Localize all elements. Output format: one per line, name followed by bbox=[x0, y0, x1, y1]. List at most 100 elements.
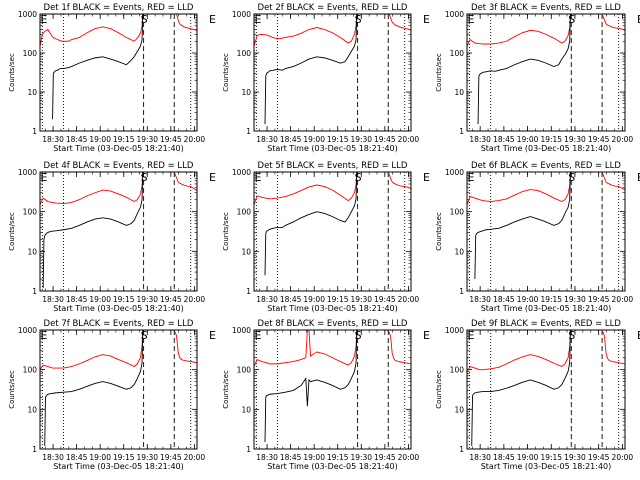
x-tick-label: 18:45 bbox=[66, 135, 88, 144]
marker-label: E bbox=[41, 171, 48, 184]
y-tick-label: 1 bbox=[459, 287, 464, 296]
x-tick-label: 18:45 bbox=[493, 135, 515, 144]
y-tick-label: 10 bbox=[454, 88, 464, 97]
plot-frame bbox=[39, 329, 198, 450]
x-tick-label: 19:15 bbox=[327, 453, 349, 462]
x-tick-label: 20:00 bbox=[398, 453, 420, 462]
panel-det-1f: Det 1f BLACK = Events, RED = LLD Counts/s… bbox=[8, 3, 216, 153]
plot-frame bbox=[253, 13, 412, 132]
y-tick-label: 1 bbox=[246, 127, 251, 136]
panel-title: Det 3f BLACK = Events, RED = LLD bbox=[471, 3, 621, 13]
y-tick-label: 100 bbox=[23, 208, 38, 217]
series-line-events bbox=[264, 14, 358, 125]
y-axis-label: Counts/sec bbox=[222, 53, 230, 92]
marker-label: E bbox=[468, 329, 475, 342]
x-tick-label: 18:30 bbox=[42, 453, 64, 462]
panel-det-5f: Det 5f BLACK = Events, RED = LLD Counts/s… bbox=[222, 161, 430, 313]
x-axis-label: Start Time (03-Dec-05 18:21:40) bbox=[53, 462, 184, 471]
y-tick-label: 1000 bbox=[232, 326, 251, 335]
y-tick-label: 1 bbox=[246, 445, 251, 454]
marker-label: S bbox=[141, 13, 148, 26]
x-tick-label: 19:45 bbox=[588, 453, 610, 462]
panel-title: Det 4f BLACK = Events, RED = LLD bbox=[44, 161, 194, 171]
marker-label: S bbox=[568, 329, 575, 342]
y-tick-label: 10 bbox=[241, 247, 251, 256]
plot-frame bbox=[466, 13, 626, 132]
x-axis-label: Start Time (03-Dec-05 18:21:40) bbox=[481, 462, 612, 471]
series-line-events bbox=[477, 14, 571, 125]
series-line-events bbox=[44, 330, 144, 446]
y-tick-label: 100 bbox=[237, 208, 252, 217]
marker-label: E bbox=[41, 329, 48, 342]
y-axis-label: Counts/sec bbox=[435, 53, 443, 92]
x-axis-label: Start Time (03-Dec-05 18:21:40) bbox=[267, 144, 398, 153]
panel-det-9f: Det 9f BLACK = Events, RED = LLD Counts/s… bbox=[435, 319, 640, 471]
plot-frame bbox=[39, 171, 198, 292]
x-tick-label: 19:45 bbox=[374, 453, 396, 462]
x-tick-label: 18:30 bbox=[256, 453, 278, 462]
panel-det-6f: Det 6f BLACK = Events, RED = LLD Counts/s… bbox=[435, 161, 640, 313]
panel-det-7f: Det 7f BLACK = Events, RED = LLD Counts/s… bbox=[8, 319, 216, 471]
panel-title: Det 9f BLACK = Events, RED = LLD bbox=[471, 319, 621, 329]
x-tick-label: 18:45 bbox=[493, 295, 515, 304]
series-line-events bbox=[264, 330, 358, 443]
panel-det-4f: Det 4f BLACK = Events, RED = LLD Counts/s… bbox=[8, 161, 216, 313]
y-tick-label: 100 bbox=[450, 366, 465, 375]
x-tick-label: 19:30 bbox=[350, 135, 372, 144]
x-tick-label: 19:00 bbox=[517, 295, 539, 304]
series-line-events bbox=[474, 172, 571, 280]
x-tick-label: 18:45 bbox=[280, 453, 302, 462]
y-tick-label: 1000 bbox=[445, 326, 464, 335]
y-axis-label: Counts/sec bbox=[8, 212, 16, 251]
series-line-lld bbox=[40, 330, 197, 370]
x-tick-label: 19:00 bbox=[303, 135, 325, 144]
x-tick-label: 19:00 bbox=[89, 295, 111, 304]
x-tick-label: 19:45 bbox=[160, 135, 182, 144]
marker-label: E bbox=[255, 171, 262, 184]
y-tick-label: 1 bbox=[32, 287, 37, 296]
series-line-lld bbox=[40, 172, 197, 205]
series-line-events bbox=[264, 172, 358, 276]
y-tick-label: 1 bbox=[32, 127, 37, 136]
series-line-lld bbox=[40, 14, 197, 47]
x-tick-label: 19:00 bbox=[89, 453, 111, 462]
y-tick-label: 10 bbox=[454, 247, 464, 256]
marker-label: E bbox=[255, 329, 262, 342]
y-tick-label: 10 bbox=[241, 405, 251, 414]
series-line-lld bbox=[467, 330, 625, 372]
y-axis-label: Counts/sec bbox=[222, 212, 230, 251]
plot-frame bbox=[39, 13, 198, 132]
panel-det-3f: Det 3f BLACK = Events, RED = LLD Counts/s… bbox=[435, 3, 640, 153]
y-axis-label: Counts/sec bbox=[435, 212, 443, 251]
x-tick-label: 18:30 bbox=[256, 295, 278, 304]
plot-frame bbox=[253, 329, 412, 450]
x-tick-label: 19:15 bbox=[540, 295, 562, 304]
panel-title: Det 6f BLACK = Events, RED = LLD bbox=[471, 161, 621, 171]
y-tick-label: 10 bbox=[454, 405, 464, 414]
marker-label: E bbox=[637, 13, 640, 26]
marker-label: E bbox=[209, 13, 216, 26]
y-axis-label: Counts/sec bbox=[8, 53, 16, 92]
y-tick-label: 1000 bbox=[445, 168, 464, 177]
x-tick-label: 19:00 bbox=[517, 135, 539, 144]
x-tick-label: 19:45 bbox=[374, 295, 396, 304]
y-tick-label: 1000 bbox=[18, 168, 37, 177]
x-tick-label: 20:00 bbox=[398, 295, 420, 304]
y-tick-label: 100 bbox=[23, 49, 38, 58]
marker-label: S bbox=[355, 13, 362, 26]
x-tick-label: 19:15 bbox=[327, 135, 349, 144]
y-tick-label: 1 bbox=[459, 127, 464, 136]
marker-label: E bbox=[209, 171, 216, 184]
y-tick-label: 1 bbox=[246, 287, 251, 296]
x-tick-label: 20:00 bbox=[184, 135, 206, 144]
plot-frame bbox=[466, 329, 626, 450]
x-axis-label: Start Time (03-Dec-05 18:21:40) bbox=[481, 144, 612, 153]
x-tick-label: 19:30 bbox=[564, 295, 586, 304]
x-tick-label: 19:30 bbox=[136, 453, 158, 462]
x-tick-label: 19:30 bbox=[564, 135, 586, 144]
x-tick-label: 19:15 bbox=[113, 295, 135, 304]
x-tick-label: 18:45 bbox=[66, 295, 88, 304]
x-tick-label: 19:00 bbox=[303, 453, 325, 462]
series-line-events bbox=[52, 14, 144, 120]
